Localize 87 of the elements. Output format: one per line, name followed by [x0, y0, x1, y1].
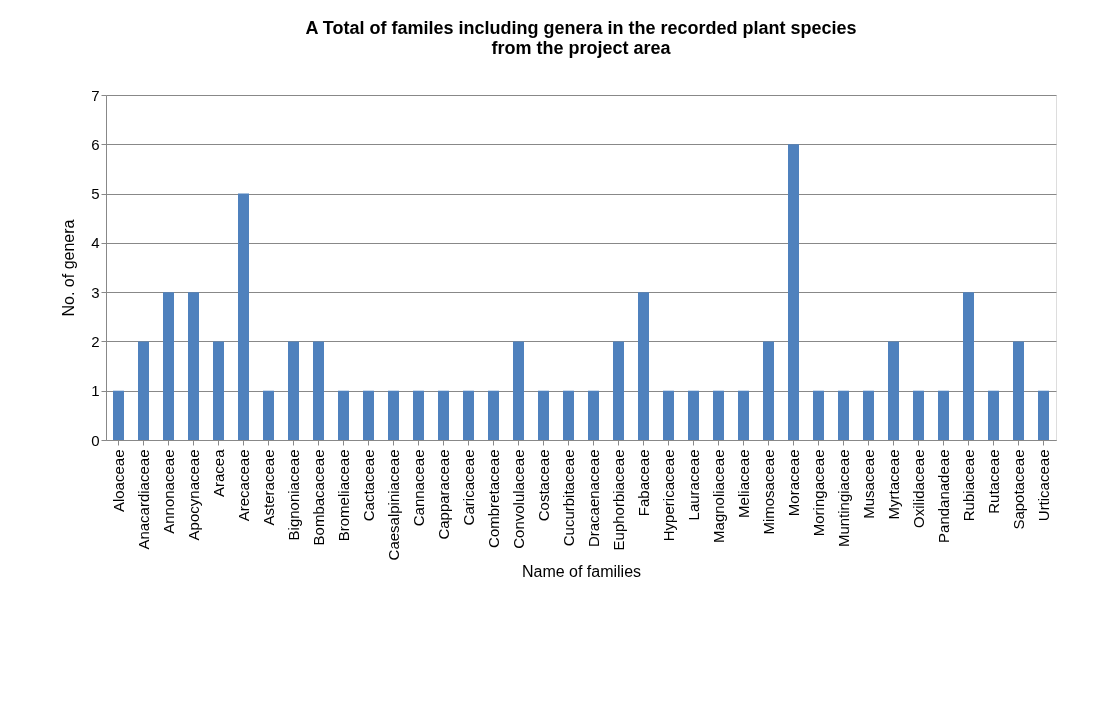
x-tick-label: Meliaceae [734, 449, 752, 518]
bar [988, 390, 999, 440]
bar [188, 292, 199, 440]
bar [538, 390, 549, 440]
bar [288, 341, 299, 440]
bar [413, 390, 424, 440]
bar [788, 144, 799, 440]
x-tick-label: Pandanadeae [934, 449, 952, 543]
bar [238, 193, 249, 440]
x-tick-label: Costaceae [534, 449, 552, 522]
chart-title: A Total of familes including genera in the recorded plant species from the project area [305, 18, 857, 58]
x-tick-label: Musaceae [859, 449, 877, 519]
x-tick-label: Arecaceae [234, 449, 252, 522]
x-tick-label: Bignoniaceae [284, 449, 302, 541]
bar [1038, 390, 1049, 440]
x-tick-label: Asteraceae [259, 449, 277, 526]
x-tick-label: Convolulaceae [509, 449, 527, 549]
x-tick-label: Sapotaceae [1009, 449, 1027, 530]
bar [513, 341, 524, 440]
bar [138, 341, 149, 440]
bar [438, 390, 449, 440]
x-tick-label: Bombacaceae [309, 449, 327, 546]
bar [838, 390, 849, 440]
bar [763, 341, 774, 440]
x-tick-label: Myrtaceae [884, 449, 902, 520]
x-tick-label: Aracea [209, 448, 227, 498]
y-tick-label: 5 [91, 185, 100, 203]
x-tick-label: Hypericaceae [659, 449, 677, 542]
bar [688, 390, 699, 440]
x-tick-label: Bromeliaceae [334, 449, 352, 542]
x-tick-label: Rubiaceae [959, 449, 977, 522]
x-tick-label: Cannaceae [409, 449, 427, 527]
bar [738, 390, 749, 440]
x-tick-label: Annonaceae [159, 449, 177, 534]
x-tick-label: Oxilidaceae [909, 449, 927, 528]
y-tick-label: 4 [91, 234, 100, 252]
x-tick-label: Urticaceae [1034, 449, 1052, 522]
x-tick-label: Capparaceae [434, 449, 452, 540]
bar [1013, 341, 1024, 440]
y-tick-label: 7 [91, 86, 100, 104]
bar [338, 390, 349, 440]
bar [663, 390, 674, 440]
x-tick-label: Cucurbitaceae [559, 449, 577, 547]
x-tick-label: Muntingiaceae [834, 449, 852, 548]
bar [563, 390, 574, 440]
bar [913, 390, 924, 440]
y-tick-label: 1 [91, 382, 100, 400]
x-tick-label: Magnoliaceae [709, 449, 727, 543]
bar [388, 390, 399, 440]
x-tick-label: Moraceae [784, 449, 802, 517]
x-tick-label: Caricaceae [459, 449, 477, 526]
bar [113, 390, 124, 440]
x-tick-label: Mimosaceae [759, 449, 777, 535]
bar [713, 390, 724, 440]
x-tick-label: Combretaceae [484, 449, 502, 548]
x-tick-label: Euphorbiaceae [609, 449, 627, 551]
x-tick-label: Moringaceae [809, 449, 827, 537]
y-tick-label: 3 [91, 283, 100, 301]
x-tick-label: Caesalpiniaceae [384, 449, 402, 561]
bar [313, 341, 324, 440]
bar [963, 292, 974, 440]
y-tick-label: 6 [91, 135, 100, 153]
y-tick-label: 0 [91, 431, 100, 449]
x-tick-label: Anacardiaceae [134, 449, 152, 550]
bar [888, 341, 899, 440]
y-tick-label: 2 [91, 332, 100, 350]
x-axis-title: Name of families [521, 563, 642, 581]
bar [363, 390, 374, 440]
bar [163, 292, 174, 440]
x-tick-label: Rutaceae [984, 449, 1002, 514]
x-tick-label: Cactaceae [359, 449, 377, 522]
bar [863, 390, 874, 440]
bar [588, 390, 599, 440]
bar [263, 390, 274, 440]
bar [938, 390, 949, 440]
bar [463, 390, 474, 440]
bar [813, 390, 824, 440]
bar [638, 292, 649, 440]
x-tick-label: Apocynaceae [184, 449, 202, 541]
y-axis-title: No. of genera [60, 219, 78, 317]
x-tick-label: Fabaceae [634, 449, 652, 517]
bar [613, 341, 624, 440]
x-tick-label: Dracaenaceae [584, 449, 602, 548]
bar [488, 390, 499, 440]
x-tick-label: Aloaceae [109, 449, 127, 513]
x-tick-label: Lauraceae [684, 449, 702, 521]
bar [213, 341, 224, 440]
